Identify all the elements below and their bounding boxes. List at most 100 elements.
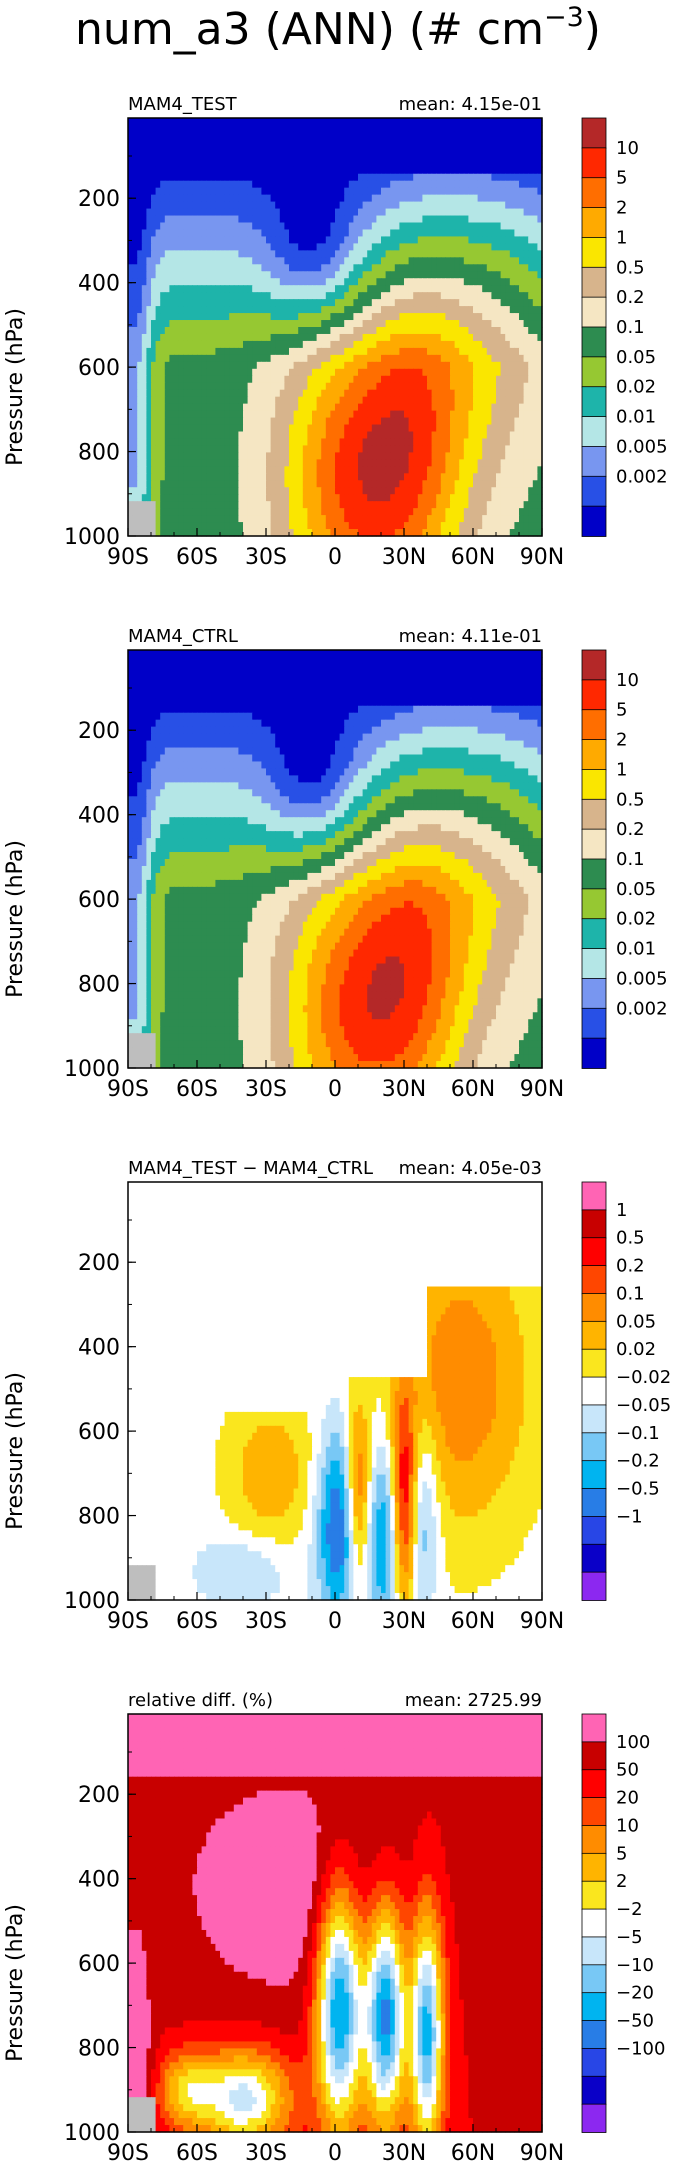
field-cell <box>340 174 345 182</box>
field-cell <box>284 320 289 328</box>
field-cell <box>202 167 207 175</box>
field-cell <box>165 355 170 363</box>
field-cell <box>335 257 340 265</box>
field-cell <box>335 466 340 474</box>
field-cell <box>234 348 239 356</box>
field-cell <box>188 188 193 196</box>
field-cell <box>234 202 239 210</box>
field-cell <box>381 195 386 203</box>
field-cell <box>206 404 211 412</box>
field-cell <box>238 487 243 495</box>
field-cell <box>409 250 414 258</box>
field-cell <box>174 411 179 419</box>
field-cell <box>160 473 165 481</box>
field-cell <box>390 306 395 314</box>
field-cell <box>165 278 170 286</box>
field-cell <box>358 118 363 126</box>
field-cell <box>344 341 349 349</box>
field-cell <box>294 229 299 237</box>
field-cell <box>169 383 174 391</box>
field-cell <box>524 195 529 203</box>
field-cell <box>128 264 133 272</box>
field-cell <box>505 278 510 286</box>
field-cell <box>298 188 303 196</box>
field-cell <box>514 376 519 384</box>
field-cell <box>215 411 220 419</box>
field-cell <box>303 327 308 335</box>
field-cell <box>215 432 220 440</box>
field-cell <box>353 250 358 258</box>
field-cell <box>441 132 446 140</box>
field-cell <box>266 445 271 453</box>
field-cell <box>146 223 151 231</box>
field-cell <box>422 487 427 495</box>
field-cell <box>156 160 161 168</box>
field-cell <box>151 313 156 321</box>
field-cell <box>376 160 381 168</box>
field-cell <box>473 362 478 370</box>
field-cell <box>326 383 331 391</box>
field-cell <box>271 229 276 237</box>
field-cell <box>188 341 193 349</box>
field-cell <box>409 327 414 335</box>
field-cell <box>399 195 404 203</box>
field-cell <box>422 480 427 488</box>
field-cell <box>238 271 243 279</box>
field-cell <box>133 459 138 467</box>
field-cell <box>533 299 538 307</box>
field-cell <box>137 376 142 384</box>
field-cell <box>381 306 386 314</box>
field-cell <box>271 390 276 398</box>
field-cell <box>399 271 404 279</box>
field-cell <box>418 466 423 474</box>
field-cell <box>418 153 423 161</box>
field-cell <box>146 181 151 189</box>
field-cell <box>468 341 473 349</box>
field-cell <box>524 257 529 265</box>
field-cell <box>505 167 510 175</box>
field-cell <box>505 466 510 474</box>
field-cell <box>473 125 478 133</box>
field-cell <box>496 397 501 405</box>
field-cell <box>482 397 487 405</box>
field-cell <box>418 243 423 251</box>
field-cell <box>248 362 253 370</box>
field-cell <box>427 174 432 182</box>
field-cell <box>160 299 165 307</box>
field-cell <box>142 390 147 398</box>
field-cell <box>422 341 427 349</box>
field-cell <box>220 327 225 335</box>
field-cell <box>321 438 326 446</box>
field-cell <box>441 376 446 384</box>
field-cell <box>257 167 262 175</box>
field-cell <box>312 313 317 321</box>
field-cell <box>478 397 483 405</box>
field-cell <box>436 188 441 196</box>
field-cell <box>404 445 409 453</box>
field-cell <box>528 452 533 460</box>
field-cell <box>238 494 243 502</box>
field-cell <box>468 236 473 244</box>
field-cell <box>261 153 266 161</box>
field-cell <box>510 306 515 314</box>
field-cell <box>510 236 515 244</box>
field-cell <box>183 320 188 328</box>
field-cell <box>468 487 473 495</box>
field-cell <box>455 494 460 502</box>
field-cell <box>289 209 294 217</box>
field-cell <box>211 432 216 440</box>
field-cell <box>179 250 184 258</box>
field-cell <box>197 153 202 161</box>
field-cell <box>215 404 220 412</box>
field-cell <box>445 160 450 168</box>
field-cell <box>528 487 533 495</box>
field-cell <box>243 153 248 161</box>
field-cell <box>436 153 441 161</box>
field-cell <box>418 327 423 335</box>
field-cell <box>225 438 230 446</box>
field-cell <box>367 271 372 279</box>
field-cell <box>436 327 441 335</box>
field-cell <box>459 334 464 342</box>
field-cell <box>381 411 386 419</box>
field-cell <box>248 355 253 363</box>
